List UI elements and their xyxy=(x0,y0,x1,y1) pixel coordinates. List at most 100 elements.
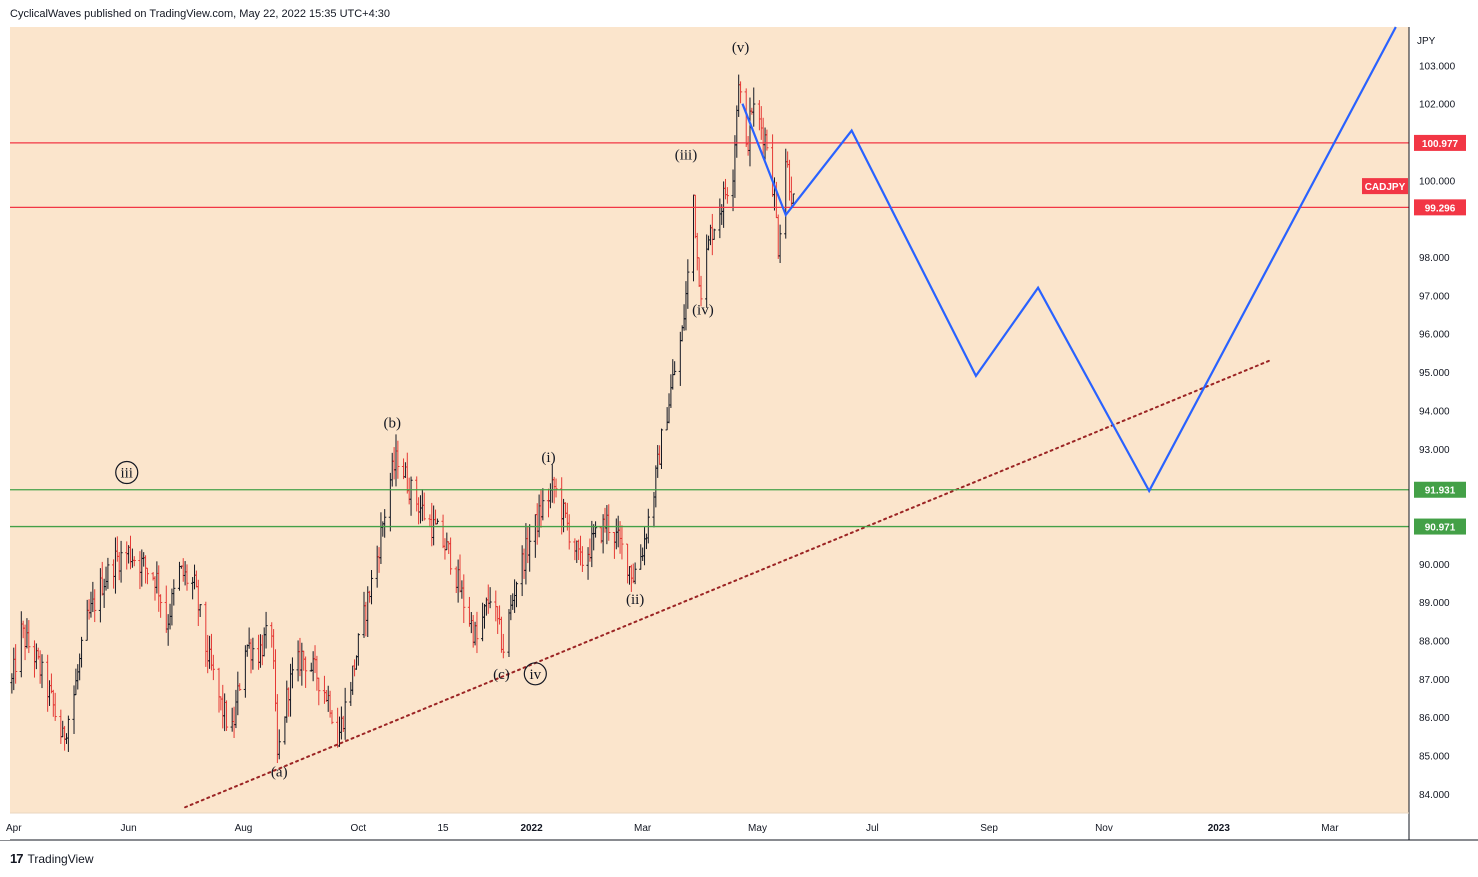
wave-label: (i) xyxy=(541,450,555,466)
tradingview-logo[interactable]: 17 TradingView xyxy=(10,851,94,866)
x-tick-label: Sep xyxy=(980,823,998,834)
left-margin xyxy=(0,27,10,840)
projection-layer xyxy=(741,26,1397,494)
level-price-label: 100.977 xyxy=(1422,139,1459,150)
price-bar xyxy=(765,129,769,151)
price-bar xyxy=(290,657,295,689)
y-tick-label: 84.000 xyxy=(1419,790,1450,801)
y-tick-label: 97.000 xyxy=(1419,291,1450,302)
price-bar xyxy=(633,562,637,585)
wave-label: (c) xyxy=(493,667,510,683)
level-price-tag xyxy=(1414,518,1466,535)
x-tick-label: Apr xyxy=(6,823,22,834)
price-bar xyxy=(778,224,782,263)
y-tick-label: 103.000 xyxy=(1419,61,1456,72)
price-bar xyxy=(211,654,215,681)
price-bar xyxy=(304,656,308,688)
price-bar xyxy=(277,729,281,760)
price-bar xyxy=(264,611,268,649)
price-bar xyxy=(567,514,571,550)
price-bar xyxy=(607,504,611,541)
price-bar xyxy=(738,81,743,104)
price-bar xyxy=(593,521,598,538)
x-tick-label: Nov xyxy=(1095,823,1113,834)
price-bar xyxy=(383,509,387,538)
level-price-label: 91.931 xyxy=(1425,486,1456,497)
x-tick-label: Oct xyxy=(351,823,367,834)
wave-label-circle xyxy=(523,662,547,686)
price-bar xyxy=(475,611,479,654)
wave-label: (ii) xyxy=(626,592,644,608)
y-tick-label: 93.000 xyxy=(1419,445,1450,456)
wave-label: (iv) xyxy=(692,303,714,319)
price-bar xyxy=(673,361,677,376)
wave-label: iii xyxy=(120,466,133,482)
symbol-tag-label: CADJPY xyxy=(1365,182,1406,193)
price-bar xyxy=(501,633,505,659)
y-tick-label: 88.000 xyxy=(1419,636,1450,647)
price-bar xyxy=(659,428,664,469)
y-tick-label: 95.000 xyxy=(1419,368,1450,379)
x-tick-label: Mar xyxy=(634,823,652,834)
price-bar xyxy=(449,537,453,575)
level-price-label: 99.296 xyxy=(1425,203,1456,214)
y-tick-label: 100.000 xyxy=(1419,176,1456,187)
x-tick-label: Jul xyxy=(866,823,879,834)
projection-path xyxy=(741,26,1397,494)
x-tick-label: 2023 xyxy=(1208,823,1231,834)
price-bar xyxy=(752,87,756,127)
price-bar xyxy=(396,440,400,479)
x-tick-label: 15 xyxy=(438,823,450,834)
y-tick-label: 98.000 xyxy=(1419,253,1450,264)
price-bar xyxy=(27,620,31,654)
x-tick-label: 2022 xyxy=(520,823,543,834)
price-bar xyxy=(409,476,413,516)
price-bar xyxy=(317,677,321,706)
wave-label-circle xyxy=(115,460,139,485)
price-bar xyxy=(791,193,795,205)
price-bar xyxy=(686,259,690,309)
support-trendline xyxy=(184,359,1271,809)
y-tick-label: 90.000 xyxy=(1419,560,1450,571)
trendline-layer xyxy=(184,359,1271,809)
y-tick-label: 89.000 xyxy=(1419,598,1450,609)
axes: JPY 84.000 85.000 86.000 87.000 88.000 89.000 9… xyxy=(0,0,1478,841)
axis-corner xyxy=(1410,0,1478,27)
y-tick-label: 94.000 xyxy=(1419,406,1450,417)
price-bar xyxy=(699,275,703,307)
price-bar xyxy=(620,525,624,560)
price-bar xyxy=(145,567,150,585)
wave-label: iv xyxy=(529,667,541,683)
plot-area[interactable] xyxy=(10,27,1409,813)
price-bar xyxy=(725,187,729,204)
horizontal-levels: 100.977 99.296 91.931 90.971 CADJPY xyxy=(10,134,1466,535)
price-bar xyxy=(79,636,84,668)
price-bar xyxy=(356,633,360,666)
x-tick-label: Aug xyxy=(235,823,253,834)
price-bar xyxy=(106,557,110,589)
price-bar xyxy=(330,709,334,725)
price-bar xyxy=(488,587,492,609)
price-bar xyxy=(185,564,189,591)
price-bar xyxy=(132,556,136,567)
price-bar xyxy=(462,574,466,624)
currency-label: JPY xyxy=(1417,36,1436,47)
x-tick-label: Jun xyxy=(121,823,137,834)
level-price-label: 90.971 xyxy=(1425,523,1456,534)
price-bar xyxy=(343,687,347,740)
y-tick-label: 102.000 xyxy=(1419,100,1456,111)
wave-label: (b) xyxy=(383,416,401,432)
price-bar xyxy=(40,654,44,689)
price-bar xyxy=(238,683,242,691)
price-bar xyxy=(159,594,163,618)
symbol-tag xyxy=(1362,178,1408,195)
price-bar xyxy=(712,228,716,240)
price-bar xyxy=(541,488,545,521)
level-price-tag xyxy=(1414,199,1466,216)
price-bar xyxy=(93,589,97,623)
tradingview-mark-icon: 17 xyxy=(10,851,24,866)
wave-label: (iii) xyxy=(675,147,698,163)
level-price-tag xyxy=(1414,481,1466,498)
chart-attribution: CyclicalWaves published on TradingView.c… xyxy=(10,8,391,20)
